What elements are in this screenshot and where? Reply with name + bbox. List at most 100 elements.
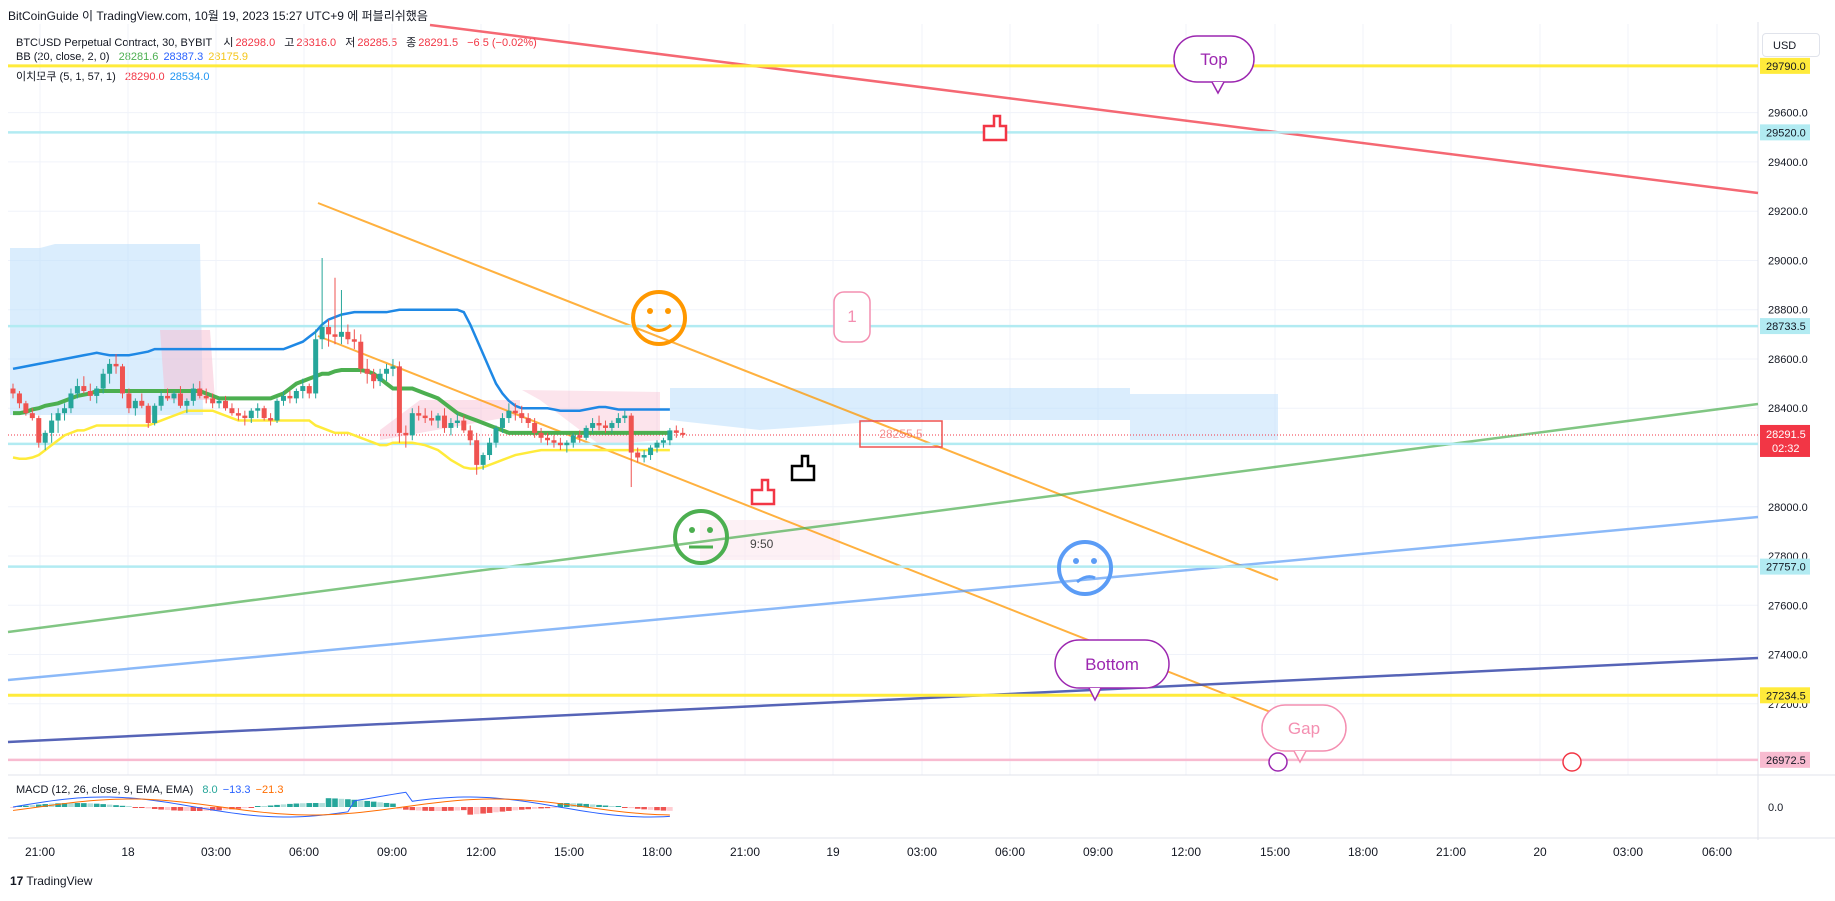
candle-body (268, 418, 274, 421)
ichimoku-label: 이치모쿠 (5, 1, 57, 1) (16, 71, 116, 83)
macd-bar (596, 804, 602, 807)
candle-body (622, 415, 628, 419)
gap-callout-tail (1293, 750, 1307, 764)
price-tick: 29000.0 (1768, 255, 1808, 267)
candle-body (55, 413, 61, 421)
candle-body (648, 447, 654, 456)
candle-body (248, 410, 254, 419)
tradingview-footer[interactable]: 17 TradingView (10, 874, 92, 888)
candle-body (242, 415, 248, 419)
time-tick: 21:00 (1436, 845, 1466, 859)
macd-bar (74, 803, 81, 807)
bb-legend[interactable]: BB (20, close, 2, 0) 28281.6 28387.3 281… (16, 51, 250, 63)
publish-header: BitCoinGuide 이 TradingView.com, 10월 19, … (8, 9, 428, 23)
macd-bar (293, 803, 300, 807)
candle-body (358, 341, 364, 369)
macd-bar (467, 807, 474, 815)
level-price-label: 28733.5 (1766, 321, 1806, 333)
candle-body (441, 415, 447, 428)
candle-body (583, 427, 589, 438)
candle-body (306, 386, 312, 394)
price-tick: 27400.0 (1768, 650, 1808, 662)
candle-body (345, 331, 351, 340)
candle-body (274, 400, 280, 421)
price-tick: 27600.0 (1768, 600, 1808, 612)
bottom-callout-shape (1054, 639, 1170, 689)
macd-bar (551, 807, 557, 809)
time-tick: 21:00 (730, 845, 760, 859)
open-label: 시 (223, 37, 234, 49)
macd-bar (499, 807, 506, 812)
macd-legend[interactable]: MACD (12, 26, close, 9, EMA, EMA) 8.0 −1… (16, 784, 285, 796)
candle-body (280, 395, 286, 401)
candle-body (152, 405, 158, 424)
candle-body (293, 390, 299, 399)
macd-bar (506, 807, 512, 811)
candle-body (126, 393, 132, 409)
macd-bar (274, 804, 280, 807)
candle-body (100, 373, 106, 389)
price-tick: 28400.0 (1768, 403, 1808, 415)
cloud-pink (380, 400, 520, 440)
macd-bar (403, 807, 409, 810)
cloud-pink (700, 520, 840, 560)
candle-body (371, 373, 377, 382)
candle-body (235, 413, 241, 416)
annotations: Top Bottom Gap 1 28255.5 9:50 (631, 35, 1582, 772)
one-label-box (833, 291, 871, 343)
macd-bar (660, 807, 667, 811)
neutral-face-icon-eye (707, 527, 713, 533)
macd-bar (338, 798, 345, 807)
candle-body (313, 339, 319, 394)
bottom-callout-text: Bottom (1085, 655, 1139, 674)
price-tick: 28600.0 (1768, 354, 1808, 366)
candle-body (641, 455, 647, 458)
candle-body (113, 363, 119, 367)
neutral-face-icon-eye (689, 527, 695, 533)
candle-body (261, 408, 267, 419)
macd-bar (609, 806, 615, 807)
time-tick: 03:00 (1613, 845, 1643, 859)
candle-body (628, 415, 634, 453)
candle-body (216, 400, 222, 404)
bb-label: BB (20, close, 2, 0) (16, 51, 110, 63)
time-note: 9:50 (750, 537, 774, 551)
macd-bar (654, 807, 660, 811)
candle-body (145, 405, 151, 424)
candle-body (255, 408, 261, 411)
macd-bar (589, 804, 596, 807)
macd-bar (325, 798, 332, 807)
happy-face-icon-mouth (645, 323, 673, 332)
time-tick: 15:00 (554, 845, 584, 859)
hand-point-icon-shape (790, 454, 816, 482)
time-axis: 21:00 18 03:00 06:00 09:00 12:00 15:00 18:00 21:… (25, 845, 1732, 859)
macd-label: MACD (12, 26, close, 9, EMA, EMA) (16, 784, 194, 796)
macd-bar (151, 807, 158, 810)
bb-basis-value: 28281.6 (118, 51, 159, 63)
candle-body (422, 415, 428, 419)
macd-bar (667, 807, 673, 811)
macd-bar (100, 804, 106, 807)
currency-selector[interactable]: USD (1762, 33, 1820, 57)
macd-bar (448, 807, 454, 811)
macd-bar (164, 807, 171, 811)
candle-body (519, 413, 525, 419)
macd-bar (171, 807, 177, 811)
ichimoku-b-value: 28534.0 (169, 71, 210, 83)
hand-up-icon (750, 478, 776, 506)
candle-body (615, 418, 621, 424)
ichimoku-legend[interactable]: 이치모쿠 (5, 1, 57, 1) 28290.0 28534.0 (16, 68, 211, 84)
hand-point-icon (790, 454, 816, 482)
candle-body (81, 386, 87, 391)
macd-bar (480, 807, 486, 814)
level-price-badge (1760, 57, 1810, 74)
macd-bar (544, 807, 551, 809)
candle-body (396, 366, 402, 433)
green-trendline (7, 402, 1759, 634)
macd-bar (622, 807, 628, 808)
candle-body (564, 442, 570, 446)
blue-trendline (7, 515, 1759, 682)
symbol-legend[interactable]: BTCUSD Perpetual Contract, 30, BYBIT 시 28… (16, 34, 539, 50)
top-callout-tail (1211, 81, 1225, 95)
